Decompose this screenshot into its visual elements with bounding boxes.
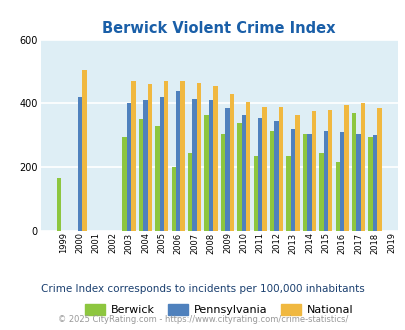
Bar: [343, 105, 348, 231]
Legend: Berwick, Pennsylvania, National: Berwick, Pennsylvania, National: [81, 300, 356, 320]
Bar: [269, 131, 274, 231]
Bar: [180, 81, 184, 231]
Bar: [220, 134, 225, 231]
Bar: [122, 137, 126, 231]
Bar: [82, 70, 86, 231]
Bar: [356, 134, 360, 231]
Bar: [376, 108, 381, 231]
Bar: [147, 84, 152, 231]
Bar: [237, 122, 241, 231]
Bar: [164, 81, 168, 231]
Bar: [229, 94, 234, 231]
Bar: [253, 156, 258, 231]
Bar: [360, 103, 364, 231]
Bar: [225, 108, 229, 231]
Bar: [258, 118, 262, 231]
Bar: [208, 100, 213, 231]
Bar: [311, 112, 315, 231]
Bar: [143, 100, 147, 231]
Bar: [372, 135, 376, 231]
Bar: [57, 179, 61, 231]
Bar: [262, 107, 266, 231]
Bar: [323, 131, 327, 231]
Bar: [139, 119, 143, 231]
Bar: [290, 129, 294, 231]
Bar: [171, 167, 176, 231]
Bar: [213, 86, 217, 231]
Bar: [196, 83, 201, 231]
Bar: [159, 97, 164, 231]
Bar: [126, 103, 131, 231]
Bar: [339, 132, 343, 231]
Title: Berwick Violent Crime Index: Berwick Violent Crime Index: [102, 21, 335, 36]
Bar: [327, 110, 332, 231]
Bar: [188, 153, 192, 231]
Bar: [367, 137, 372, 231]
Bar: [335, 162, 339, 231]
Bar: [286, 156, 290, 231]
Bar: [77, 97, 82, 231]
Text: © 2025 CityRating.com - https://www.cityrating.com/crime-statistics/: © 2025 CityRating.com - https://www.city…: [58, 315, 347, 324]
Bar: [307, 134, 311, 231]
Bar: [155, 126, 159, 231]
Bar: [278, 107, 283, 231]
Bar: [192, 99, 196, 231]
Bar: [318, 153, 323, 231]
Bar: [176, 91, 180, 231]
Bar: [274, 121, 278, 231]
Bar: [245, 102, 250, 231]
Bar: [294, 115, 299, 231]
Bar: [131, 81, 135, 231]
Bar: [204, 115, 208, 231]
Bar: [351, 113, 356, 231]
Text: Crime Index corresponds to incidents per 100,000 inhabitants: Crime Index corresponds to incidents per…: [41, 284, 364, 294]
Bar: [302, 134, 307, 231]
Bar: [241, 115, 245, 231]
